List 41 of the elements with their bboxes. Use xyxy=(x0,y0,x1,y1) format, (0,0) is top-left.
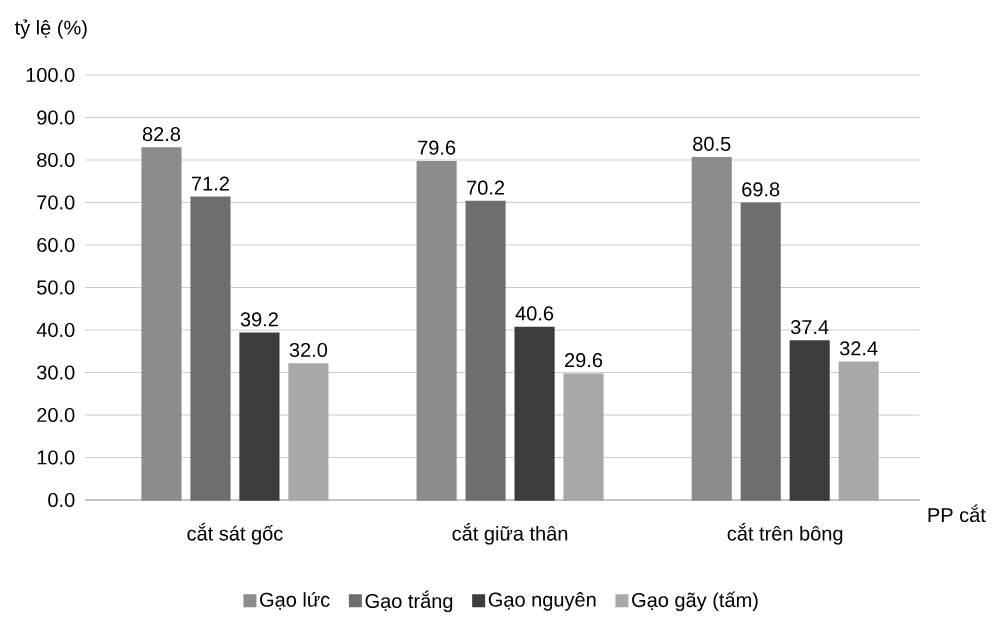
x-tick-label: cắt sát gốc xyxy=(187,523,283,545)
data-label: 39.2 xyxy=(240,312,278,327)
data-label: 40.6 xyxy=(515,306,554,321)
x-tick-label: cắt trên bông xyxy=(727,523,843,545)
bar xyxy=(190,196,231,501)
data-label: 80.5 xyxy=(693,136,731,151)
bar xyxy=(141,147,182,501)
data-label: 79.6 xyxy=(418,140,456,155)
y-tick-label: 60.0 xyxy=(37,237,75,253)
data-label: 32.4 xyxy=(839,341,878,356)
y-tick-label: 100.0 xyxy=(26,67,75,83)
y-tick-label: 0.0 xyxy=(48,492,75,508)
data-label: 29.6 xyxy=(565,353,603,368)
x-axis-title: PP cắt xyxy=(928,504,986,523)
bar xyxy=(416,160,457,501)
y-tick-label: 40.0 xyxy=(36,322,75,338)
bar xyxy=(239,332,280,501)
data-label: 37.4 xyxy=(790,319,829,335)
data-label: 71.2 xyxy=(192,176,229,191)
y-tick-label: 90.0 xyxy=(37,110,75,125)
y-axis-title: tỷ lệ (%) xyxy=(14,19,87,39)
y-tick-label: 30.0 xyxy=(37,365,75,380)
y-tick-label: 70.0 xyxy=(37,195,75,210)
legend-label: Gạo gãy (tấm) xyxy=(632,591,758,612)
data-label: 69.8 xyxy=(742,182,780,197)
bar xyxy=(514,326,555,501)
legend-label: Gạo lức xyxy=(260,591,330,610)
legend-label: Gạo nguyên xyxy=(488,591,596,611)
legend-label: Gạo trắng xyxy=(365,590,453,613)
x-tick-label: cắt giữa thân xyxy=(452,523,568,545)
bar xyxy=(740,202,781,501)
bar xyxy=(691,157,732,501)
data-label: 82.8 xyxy=(142,126,181,142)
data-label: 32.0 xyxy=(289,342,328,358)
bar xyxy=(789,340,830,501)
y-tick-label: 20.0 xyxy=(37,407,75,423)
y-tick-label: 80.0 xyxy=(37,152,75,168)
bar xyxy=(465,200,506,501)
y-tick-label: 10.0 xyxy=(37,450,75,465)
y-tick-label: 50.0 xyxy=(37,280,75,295)
data-label: 70.2 xyxy=(467,180,505,195)
